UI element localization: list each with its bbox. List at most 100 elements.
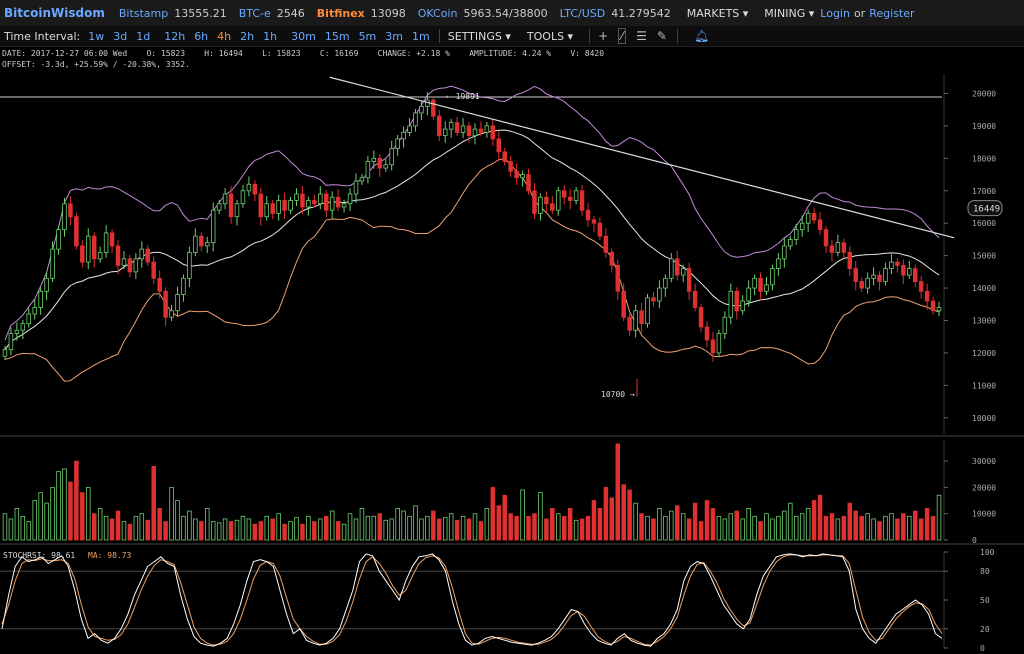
ticker-bitfinex-value: 13098	[370, 6, 406, 20]
interval-3m[interactable]: 3m	[385, 29, 403, 43]
interval-4h[interactable]: 4h	[217, 29, 232, 43]
candle-body	[80, 245, 85, 263]
bollinger-lower-band	[4, 158, 940, 382]
candle-body	[413, 112, 418, 127]
volume-bar	[877, 521, 882, 541]
mining-menu[interactable]: MINING ▾	[764, 6, 815, 20]
y-tick-label: 13000	[972, 316, 996, 325]
candle-body	[359, 177, 365, 182]
interval-1m[interactable]: 1m	[412, 29, 430, 43]
ticker-bitstamp-name[interactable]: Bitstamp	[118, 6, 169, 20]
candle-body	[306, 200, 311, 208]
candle-body	[389, 148, 394, 166]
interval-15m[interactable]: 15m	[324, 29, 350, 43]
login-link[interactable]: Login	[820, 6, 850, 20]
volume-bar	[770, 518, 775, 541]
interval-5m[interactable]: 5m	[358, 29, 377, 43]
crosshair-icon[interactable]: +	[598, 29, 609, 43]
interval-2h[interactable]: 2h	[240, 29, 255, 43]
current-price-tag	[967, 200, 1003, 217]
candle-body	[627, 316, 632, 331]
line-tool-icon[interactable]: ⁄	[618, 28, 627, 44]
volume-bar	[532, 513, 537, 541]
volume-tick-label: 0	[972, 536, 977, 545]
ticker-ltcusd-name[interactable]: LTC/USD	[559, 6, 606, 20]
interval-3d[interactable]: 3d	[113, 29, 128, 43]
bell-icon[interactable]: 🔔︎	[693, 29, 710, 43]
candle-body	[26, 313, 32, 325]
candle-body	[115, 245, 121, 266]
candle-body	[448, 122, 454, 130]
candle-body	[698, 307, 704, 328]
candle-body	[924, 290, 930, 302]
candle-body	[788, 239, 793, 247]
candle-body	[466, 125, 472, 137]
volume-bar	[181, 515, 186, 541]
ticker-bitfinex-name[interactable]: Bitfinex	[316, 6, 365, 20]
interval-30m[interactable]: 30m	[291, 29, 316, 43]
candle-body	[591, 219, 597, 224]
interval-6h[interactable]: 6h	[194, 29, 209, 43]
candle-body	[264, 203, 269, 218]
interval-1d[interactable]: 1d	[136, 29, 151, 43]
ticker-btce-name[interactable]: BTC-e	[238, 6, 271, 20]
interval-1h[interactable]: 1h	[263, 29, 278, 43]
volume-bar	[657, 508, 662, 541]
volume-bar	[454, 519, 460, 541]
bollinger-upper-band	[4, 85, 940, 341]
candle-body	[746, 287, 751, 302]
volume-bar	[139, 513, 145, 541]
candle-info-panel: DATE: 2017-12-27 06:00 Wed O: 15823 H: 1…	[2, 48, 604, 70]
volume-bar	[246, 518, 252, 541]
volume-bar	[353, 518, 359, 541]
volume-bar	[788, 502, 793, 541]
candle-body	[912, 268, 918, 282]
fibonacci-tool-icon[interactable]: ☰	[636, 29, 647, 43]
volume-bar	[199, 521, 204, 541]
candle-body	[210, 209, 216, 244]
candle-body	[454, 122, 460, 133]
toolbar-divider	[589, 29, 591, 43]
volume-bar	[746, 508, 751, 541]
candle-body	[829, 245, 835, 253]
candle-body	[228, 193, 234, 218]
volume-bar	[514, 515, 519, 541]
top-navigation-bar: BitcoinWisdom Bitstamp 13555.21 BTC-e 25…	[0, 0, 1024, 26]
volume-bar	[228, 521, 234, 541]
volume-bar	[151, 465, 156, 541]
candle-body	[145, 248, 151, 263]
stochrsi-line	[1, 553, 943, 647]
ticker-okcoin-name[interactable]: OKCoin	[417, 6, 458, 20]
volume-bar	[728, 513, 734, 541]
interval-12h[interactable]: 12h	[164, 29, 186, 43]
candle-body	[597, 222, 603, 237]
site-logo[interactable]: BitcoinWisdom	[4, 6, 105, 20]
volume-bar	[8, 518, 14, 541]
volume-bar	[74, 460, 79, 541]
candle-body	[318, 193, 323, 205]
volume-bar	[615, 443, 621, 541]
candle-body	[169, 310, 174, 318]
settings-dropdown[interactable]: SETTINGS ▾	[447, 29, 511, 43]
candle-body	[514, 170, 519, 179]
candle-body	[496, 138, 502, 153]
volume-bar	[407, 515, 412, 541]
candle-body	[86, 235, 91, 263]
pen-tool-icon[interactable]: ✎	[656, 29, 667, 43]
candle-body	[793, 229, 799, 240]
markets-menu[interactable]: MARKETS ▾	[686, 6, 749, 20]
candle-body	[300, 193, 305, 208]
candle-body	[871, 274, 876, 279]
candle-body	[478, 128, 484, 133]
register-link[interactable]: Register	[869, 6, 915, 20]
candle-body	[121, 258, 127, 266]
candle-body	[889, 261, 894, 269]
candle-body	[573, 190, 579, 201]
tools-dropdown[interactable]: TOOLS ▾	[526, 29, 574, 43]
chart-toolbar: Time Interval: 1w 3d 1d 12h 6h 4h 2h 1h …	[0, 26, 1024, 47]
high-price-annotation: ← 19891	[446, 92, 480, 101]
volume-bar	[520, 489, 525, 541]
volume-bar	[627, 489, 632, 541]
interval-1w[interactable]: 1w	[88, 29, 105, 43]
